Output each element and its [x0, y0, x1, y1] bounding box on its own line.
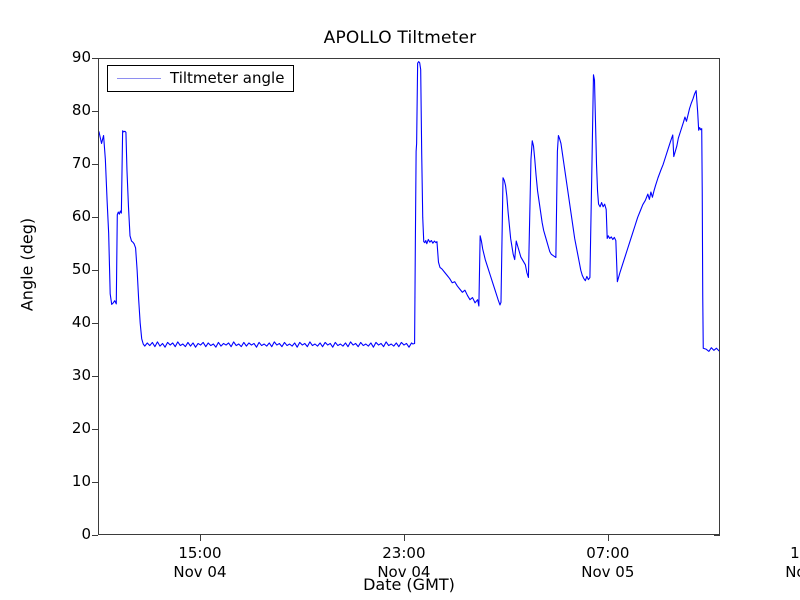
y-tick-mark	[92, 429, 98, 430]
legend-label-tiltmeter-angle: Tiltmeter angle	[170, 69, 285, 87]
y-tick-mark-right	[714, 535, 720, 536]
y-axis-label: Angle (deg)	[17, 217, 37, 312]
series-tiltmeter-angle	[99, 61, 719, 352]
x-tick-date: Nov 05	[785, 563, 800, 581]
y-tick-mark	[92, 270, 98, 271]
x-tick-mark	[607, 535, 609, 541]
y-tick-label: 0	[81, 525, 91, 543]
y-tick-mark	[92, 323, 98, 324]
legend: Tiltmeter angle	[107, 65, 295, 92]
y-tick-mark	[92, 58, 98, 59]
x-tick-label: 07:00 Nov 05	[538, 544, 678, 582]
y-tick-label: 90	[71, 48, 91, 66]
y-tick-label: 60	[71, 207, 91, 225]
page-title: APOLLO Tiltmeter	[323, 28, 477, 48]
y-tick-mark	[92, 535, 98, 536]
y-tick-label: 80	[71, 101, 91, 119]
x-tick-label: 15:00 Nov 04	[130, 544, 270, 582]
x-tick-date: Nov 04	[377, 563, 431, 581]
y-tick-mark	[92, 111, 98, 112]
x-tick-date: Nov 04	[173, 563, 227, 581]
y-tick-mark	[92, 376, 98, 377]
x-tick-date: Nov 05	[581, 563, 635, 581]
x-tick-time: 15:00	[178, 544, 222, 562]
x-tick-label: 23:00 Nov 04	[334, 544, 474, 582]
y-tick-label: 70	[71, 154, 91, 172]
x-tick-time: 23:00	[382, 544, 426, 562]
y-tick-label: 10	[71, 472, 91, 490]
y-tick-label: 50	[71, 260, 91, 278]
x-axis-label: Date (GMT)	[363, 575, 455, 594]
x-tick-time: 07:00	[586, 544, 630, 562]
x-tick-time: 15:00	[790, 544, 800, 562]
x-tick-mark	[403, 535, 405, 541]
x-tick-mark	[199, 535, 201, 541]
y-tick-label: 30	[71, 366, 91, 384]
y-tick-mark	[92, 482, 98, 483]
plot-area	[98, 58, 720, 535]
legend-line-swatch	[117, 77, 161, 79]
y-tick-mark	[92, 164, 98, 165]
y-tick-label: 20	[71, 419, 91, 437]
data-line-chart	[99, 61, 719, 352]
y-tick-label: 40	[71, 313, 91, 331]
y-tick-mark	[92, 217, 98, 218]
